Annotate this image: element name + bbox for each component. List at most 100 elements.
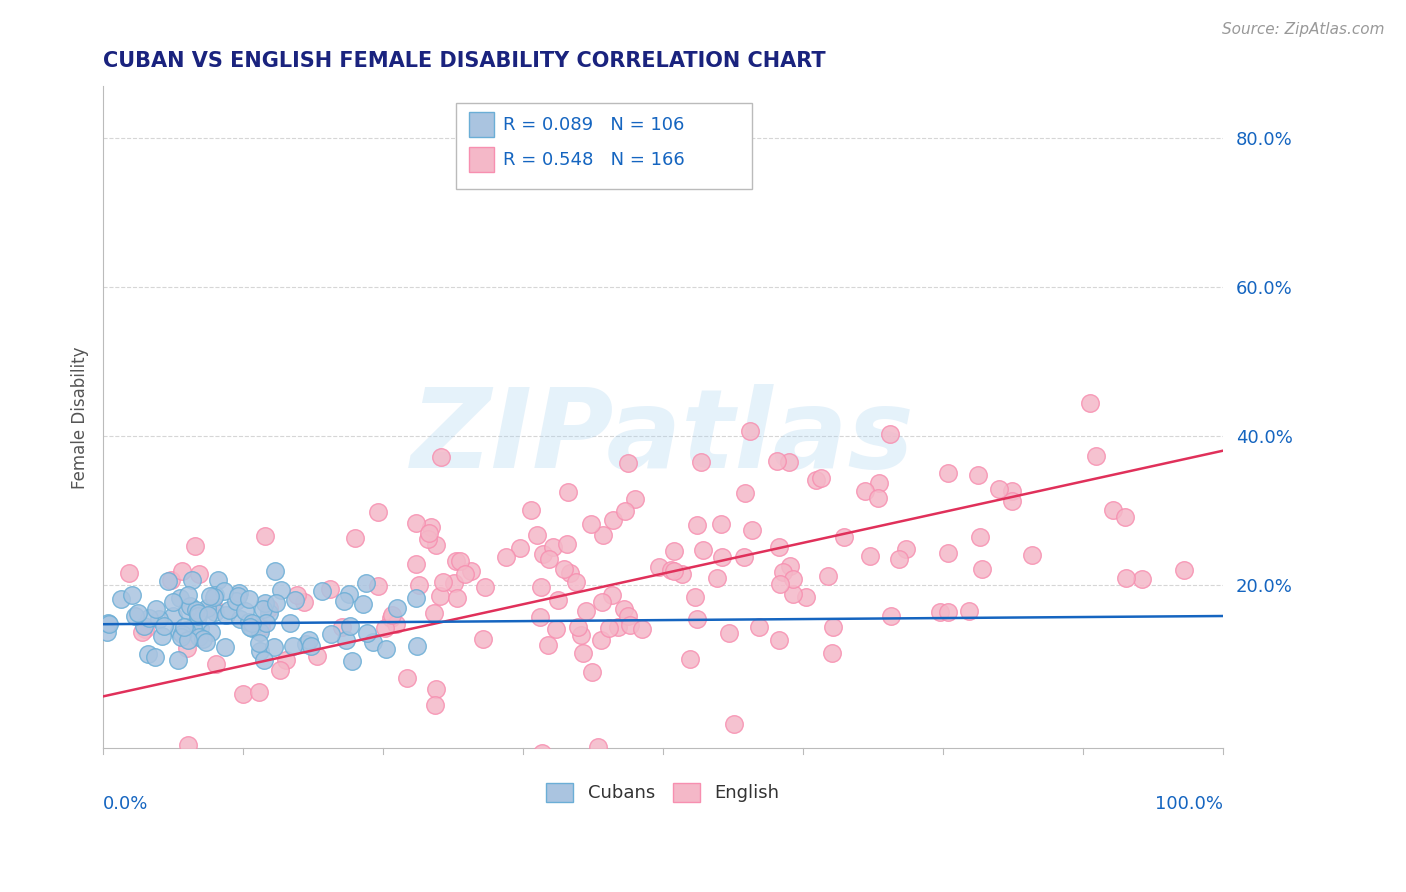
Point (1173, 563, 1195, 577)
Point (936, 466, 959, 480)
Point (56, 657, 79, 672)
Point (340, 654, 363, 668)
Point (734, 485, 756, 500)
Point (292, 595, 315, 609)
Point (405, 591, 427, 606)
Point (184, 539, 207, 553)
Point (425, 682, 447, 697)
Point (564, 575, 586, 590)
Point (361, 635, 384, 649)
Point (1130, 572, 1153, 586)
Point (170, 630, 193, 644)
Point (526, 527, 548, 541)
Point (889, 552, 911, 566)
Point (184, 603, 207, 617)
Point (162, 608, 184, 623)
Point (249, 624, 271, 639)
Point (228, 612, 250, 626)
Point (82, 677, 104, 691)
Point (160, 573, 183, 587)
Point (432, 574, 454, 589)
Point (598, 621, 620, 635)
Point (150, 629, 173, 643)
Point (624, 491, 647, 506)
Point (575, 604, 598, 618)
Point (76, 573, 98, 587)
Text: R = 0.089   N = 106: R = 0.089 N = 106 (503, 116, 685, 134)
Point (969, 530, 991, 544)
Point (187, 609, 209, 624)
Point (186, 606, 208, 620)
Point (46, 602, 69, 616)
Point (333, 593, 356, 607)
Point (530, 746, 553, 760)
Point (936, 605, 959, 619)
Point (967, 468, 990, 483)
Point (124, 608, 146, 623)
Point (569, 628, 592, 642)
Point (73, 632, 96, 647)
Point (709, 517, 731, 532)
Point (529, 610, 551, 624)
Point (215, 608, 238, 623)
Point (678, 652, 700, 666)
Point (207, 573, 229, 587)
Point (879, 427, 901, 442)
Point (778, 455, 800, 469)
Point (173, 620, 195, 634)
Point (768, 540, 790, 554)
Point (298, 633, 321, 648)
Point (321, 626, 343, 640)
Point (689, 455, 711, 469)
Text: R = 0.548   N = 166: R = 0.548 N = 166 (503, 151, 685, 169)
Point (166, 653, 188, 667)
Text: 0.0%: 0.0% (103, 795, 149, 813)
Point (195, 600, 218, 615)
Point (970, 562, 993, 576)
Point (420, 520, 443, 534)
Point (51, 615, 73, 629)
Point (853, 484, 876, 499)
Point (247, 685, 270, 699)
Point (591, 633, 613, 648)
Point (733, 550, 755, 565)
Point (170, 627, 193, 641)
Point (42, 684, 65, 698)
Point (592, 528, 614, 542)
Point (430, 450, 453, 465)
Point (425, 698, 447, 712)
Point (127, 607, 149, 621)
Point (253, 596, 276, 610)
Point (520, 502, 543, 516)
Point (238, 615, 260, 629)
Point (75, 618, 97, 632)
Point (299, 639, 322, 653)
Point (176, 603, 198, 617)
Point (671, 567, 693, 582)
Point (443, 575, 465, 590)
Point (957, 603, 980, 617)
Point (180, 573, 202, 587)
Point (894, 542, 917, 557)
Point (200, 625, 222, 640)
Point (97, 615, 120, 630)
Point (936, 546, 959, 560)
Point (567, 620, 589, 634)
Point (423, 606, 446, 620)
Point (238, 592, 260, 607)
Point (1078, 395, 1101, 409)
Point (285, 588, 308, 602)
Point (356, 576, 378, 591)
Point (205, 657, 228, 672)
Point (546, 622, 568, 636)
Point (381, 608, 404, 623)
Point (686, 517, 709, 532)
Point (233, 604, 256, 618)
Point (772, 565, 794, 579)
Point (553, 561, 575, 575)
Point (356, 626, 378, 640)
Point (782, 587, 804, 601)
Point (706, 571, 728, 585)
Point (817, 569, 839, 583)
Point (188, 630, 211, 644)
